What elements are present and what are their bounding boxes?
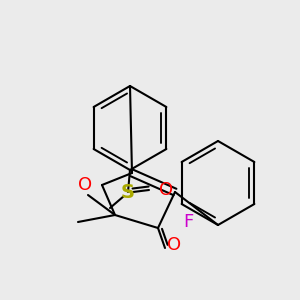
- Text: O: O: [167, 236, 181, 254]
- Text: S: S: [121, 182, 135, 202]
- Text: O: O: [78, 176, 92, 194]
- Text: O: O: [159, 181, 173, 199]
- Text: F: F: [184, 213, 194, 231]
